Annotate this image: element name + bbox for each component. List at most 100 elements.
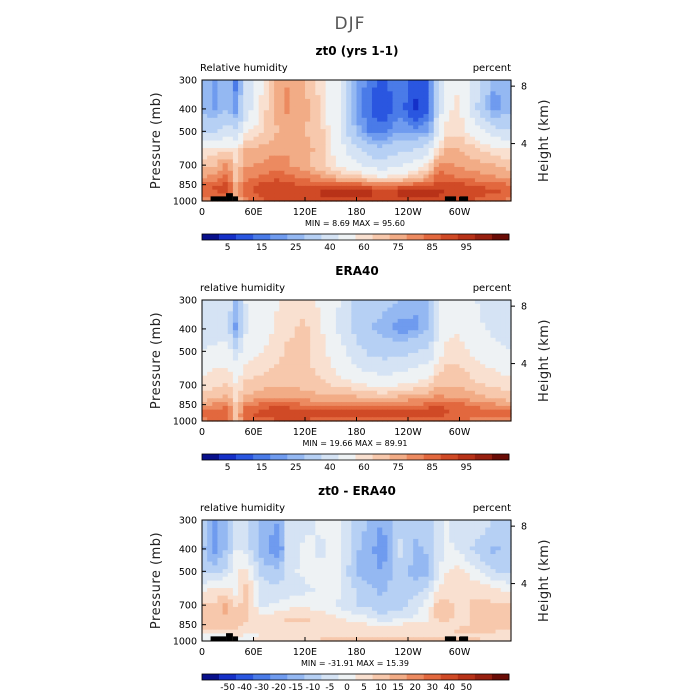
- panel-difference-cell: [284, 565, 291, 570]
- panel-difference-cell: [377, 538, 383, 544]
- panel-era40-cell: [402, 345, 409, 350]
- panel-era40-cell: [315, 300, 322, 305]
- panel-model-cell: [279, 87, 285, 92]
- panel-era40-cell: [438, 405, 445, 411]
- panel-model-cell: [505, 140, 512, 145]
- panel-difference-cell: [438, 538, 445, 544]
- panel-model-colorbar-label: 75: [392, 243, 403, 253]
- panel-model-colorbar-swatch: [219, 234, 237, 240]
- panel-model-cell: [341, 178, 347, 183]
- panel-difference-cell: [495, 538, 502, 544]
- panel-era40-cell: [232, 360, 239, 365]
- panel-difference-cell: [243, 580, 249, 585]
- panel-difference-cell: [279, 520, 285, 525]
- panel-model-cell: [325, 174, 332, 179]
- panel-era40-cell: [294, 337, 301, 343]
- panel-difference-cell: [299, 580, 306, 585]
- panel-model-cell: [243, 129, 249, 134]
- panel-era40-cell: [402, 402, 409, 407]
- panel-model-cell: [330, 114, 337, 119]
- panel-era40-cell: [330, 352, 337, 358]
- panel-difference-cell: [212, 531, 219, 536]
- panel-era40-cell: [212, 368, 219, 373]
- panel-model-cell: [418, 170, 425, 176]
- panel-difference-cell: [217, 576, 224, 582]
- panel-era40-cell: [397, 307, 404, 312]
- panel-model-cell: [268, 129, 275, 134]
- panel-model-cell: [397, 98, 404, 104]
- panel-era40-cell: [263, 349, 270, 354]
- panel-era40-cell: [382, 341, 388, 346]
- panel-era40-cell: [361, 368, 368, 373]
- panel-era40-cell: [330, 398, 337, 403]
- panel-difference-cell: [366, 546, 373, 551]
- panel-difference-cell: [387, 546, 394, 551]
- panel-era40-cell: [258, 318, 265, 324]
- panel-difference-cell: [480, 565, 486, 570]
- panel-era40-cell: [248, 409, 255, 415]
- panel-model-cell: [485, 106, 491, 111]
- panel-era40-cell: [490, 409, 497, 415]
- panel-difference-cell: [371, 569, 378, 574]
- panel-difference-cell: [341, 557, 347, 563]
- panel-difference-cell: [341, 550, 347, 555]
- panel-model-cell: [392, 185, 399, 191]
- panel-model-cell: [433, 98, 440, 104]
- panel-era40-cell: [227, 330, 234, 335]
- panel-model-cell: [505, 159, 512, 164]
- panel-era40-cell: [480, 349, 486, 354]
- panel-difference-cell: [356, 572, 363, 578]
- panel-model-cell: [449, 83, 455, 89]
- panel-model-cell: [392, 117, 399, 123]
- panel-model-cell: [387, 91, 394, 96]
- panel-model-cell: [238, 159, 244, 164]
- panel-model-cell: [305, 144, 311, 149]
- panel-model-cell: [490, 132, 497, 138]
- panel-model-cell: [444, 144, 450, 149]
- panel-model-cell: [294, 178, 301, 183]
- panel-difference-cell: [253, 550, 260, 555]
- panel-era40-cell: [356, 386, 363, 392]
- panel-era40-cell: [310, 413, 316, 418]
- panel-difference-cell: [284, 561, 291, 566]
- panel-model-cell: [474, 159, 481, 164]
- panel-model-cell: [207, 87, 213, 92]
- panel-model-cell: [351, 155, 358, 161]
- panel-era40-cell: [248, 386, 255, 392]
- panel-era40-cell: [464, 402, 471, 407]
- panel-era40-cell: [253, 379, 260, 384]
- panel-era40-cell: [433, 318, 440, 324]
- panel-model-cell: [377, 166, 383, 172]
- panel-difference-cell: [268, 561, 275, 566]
- panel-model-cell: [469, 121, 476, 126]
- panel-era40-cell: [418, 345, 425, 350]
- panel-era40-cell: [238, 318, 244, 324]
- panel-difference-cell: [371, 546, 378, 551]
- panel-model-cell: [294, 102, 301, 108]
- panel-era40-cell: [474, 341, 481, 346]
- panel-era40-cell: [469, 371, 476, 377]
- panel-model-cell: [315, 83, 322, 89]
- panel-era40-cell: [392, 345, 399, 350]
- panel-model-cell: [397, 189, 404, 195]
- panel-model-cell: [346, 132, 352, 138]
- panel-era40-cell: [444, 413, 450, 418]
- panel-model-cell: [485, 132, 491, 138]
- panel-era40-cell: [341, 383, 347, 388]
- panel-difference-cell: [346, 569, 352, 574]
- panel-model-cell: [459, 189, 466, 195]
- panel-era40-cell: [387, 330, 394, 335]
- panel-era40-cell: [418, 330, 425, 335]
- panel-model-cell: [217, 178, 224, 183]
- panel-era40-cell: [356, 375, 363, 381]
- panel-model-cell: [243, 148, 249, 153]
- panel-era40-minmax: MIN = 19.66 MAX = 89.91: [302, 439, 407, 448]
- panel-model-cell: [382, 136, 388, 142]
- panel-difference-cell: [274, 527, 280, 532]
- panel-difference-cell: [248, 565, 255, 570]
- panel-era40-cell: [320, 405, 327, 411]
- panel-era40-cell: [335, 360, 342, 365]
- panel-difference-cell: [469, 557, 476, 563]
- panel-difference-cell: [408, 565, 414, 570]
- panel-model-cell: [238, 182, 244, 187]
